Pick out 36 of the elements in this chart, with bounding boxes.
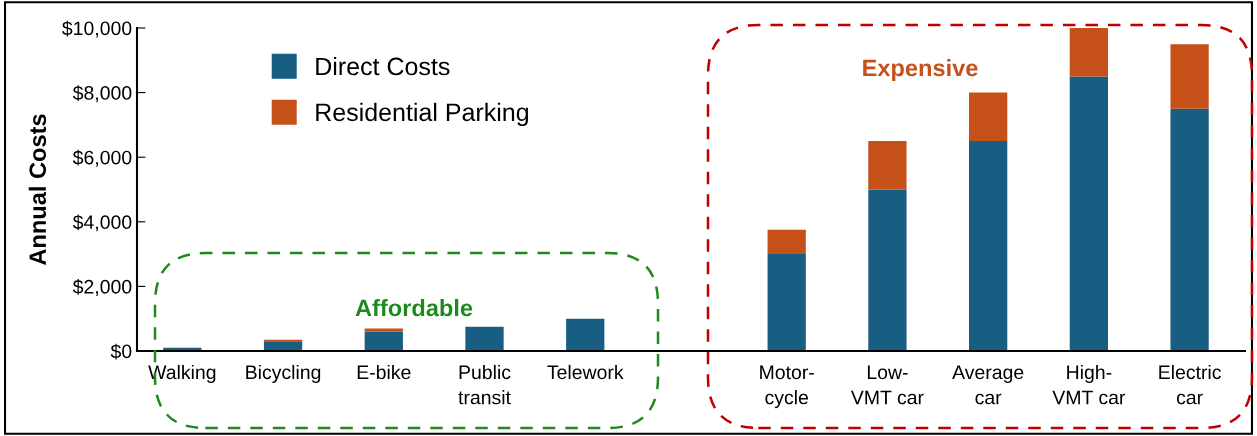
x-tick-label: High- VMT car bbox=[1052, 364, 1126, 405]
y-tick-label: $4,000 bbox=[72, 214, 132, 232]
bar bbox=[1170, 108, 1209, 351]
x-tick-label: Electric car bbox=[1159, 364, 1221, 405]
bar bbox=[566, 318, 605, 351]
bar bbox=[263, 341, 303, 351]
legend-label: Direct Costs bbox=[316, 56, 450, 76]
x-tick-label: Low- VMT car bbox=[850, 365, 924, 405]
x-tick-label: E-bike bbox=[357, 364, 411, 380]
x-tick-label: Average car bbox=[952, 365, 1024, 405]
bar bbox=[767, 254, 806, 351]
bar bbox=[969, 141, 1008, 351]
bar bbox=[1069, 28, 1109, 77]
bar bbox=[767, 229, 806, 255]
y-tick-label: $0 bbox=[110, 343, 132, 360]
bar bbox=[969, 92, 1008, 142]
x-tick-label: Motor- cycle bbox=[760, 365, 814, 409]
y-tick-label: $6,000 bbox=[72, 149, 132, 167]
bar bbox=[465, 326, 504, 351]
bar bbox=[868, 189, 907, 351]
x-tick-label: Telework bbox=[547, 364, 624, 380]
bar bbox=[1069, 76, 1109, 351]
y-axis-title: Annual Costs bbox=[28, 114, 47, 265]
x-tick-label: Public transit bbox=[458, 364, 511, 405]
bar bbox=[364, 328, 403, 332]
x-tick-label: Bicycling bbox=[246, 364, 321, 384]
bar bbox=[868, 141, 907, 190]
annotation: Affordable bbox=[355, 298, 473, 317]
legend-label: Residential Parking bbox=[316, 102, 528, 127]
annotation: Expensive bbox=[863, 59, 978, 81]
y-tick-label: $8,000 bbox=[72, 85, 132, 103]
bar bbox=[1170, 44, 1209, 109]
x-tick-label: Walking bbox=[148, 364, 216, 384]
y-tick-label: $2,000 bbox=[72, 279, 132, 296]
bar bbox=[364, 331, 403, 351]
y-tick-label: $10,000 bbox=[62, 20, 132, 38]
